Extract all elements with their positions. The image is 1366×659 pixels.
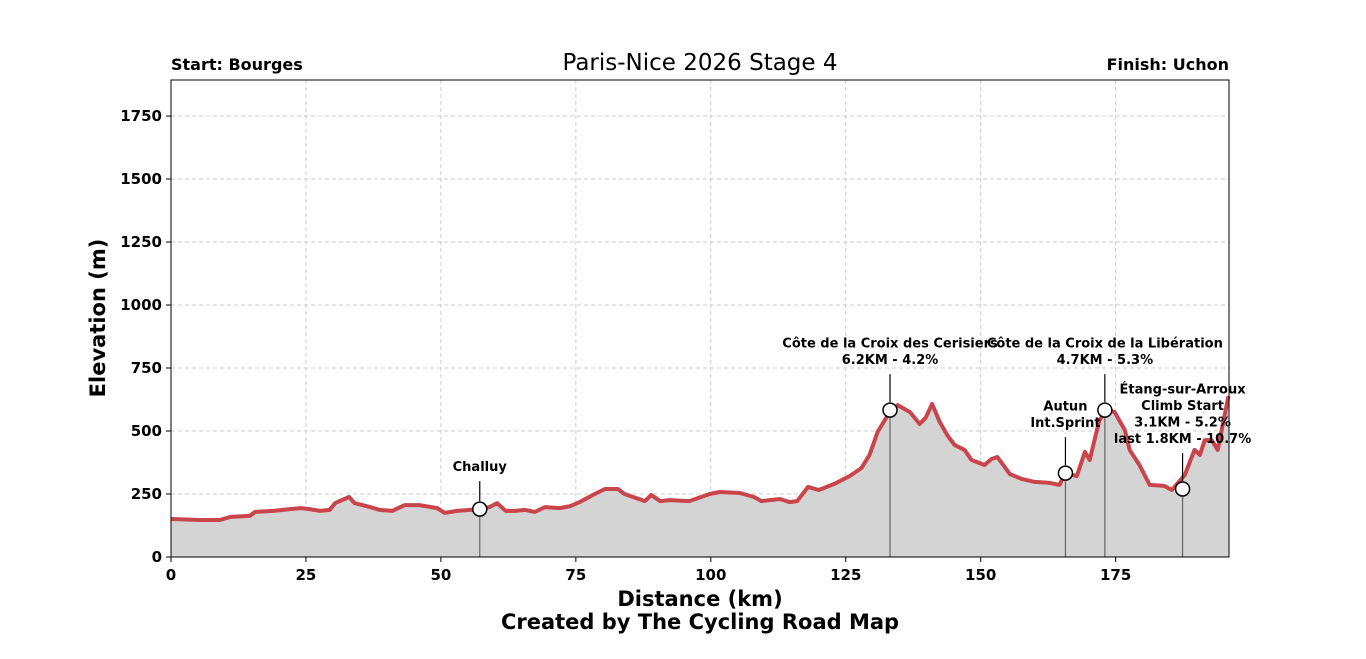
annotation-label: Int.Sprint [1030,416,1100,431]
elevation-fill [171,396,1229,557]
y-tick-label: 750 [131,359,162,377]
credit-label: Created by The Cycling Road Map [501,610,899,634]
x-tick-label: 175 [1100,566,1131,584]
x-tick-label: 125 [830,566,861,584]
annotation-label: Côte de la Croix de la Libération [987,337,1223,352]
grid [171,80,1229,557]
elevation-line [170,395,1231,522]
annotation-label: 3.1KM - 5.2% [1134,415,1231,430]
climb-marker [882,402,898,418]
y-tick-label: 250 [131,485,162,503]
chart-title: Paris-Nice 2026 Stage 4 [562,50,837,76]
y-tick-label: 1750 [120,107,162,125]
climb-marker [1097,402,1113,418]
y-tick-label: 0 [152,548,162,566]
finish-label: Finish: Uchon [1107,55,1229,74]
x-tick-label: 25 [296,566,317,584]
y-tick-label: 1000 [120,296,162,314]
annotation-label: 4.7KM - 5.3% [1057,353,1154,368]
annotation-label: last 1.8KM - 10.7% [1114,432,1251,447]
annotation-label: 6.2KM - 4.2% [842,353,939,368]
axis-ticks: 0 25 50 75 100 125 150 175025050075010001250150… [120,107,1131,584]
annotation-label: Côte de la Croix des Cerisiers [782,337,998,352]
climb-marker [472,501,488,517]
start-label: Start: Bourges [171,55,303,74]
y-tick-label: 500 [131,422,162,440]
x-tick-label: 100 [695,566,726,584]
x-axis-label: Distance (km) [617,587,782,611]
climb-marker [1057,465,1074,481]
x-tick-label: 50 [430,566,451,584]
y-axis-label: Elevation (m) [86,239,110,398]
annotation-label: Étang-sur-Arroux [1120,381,1247,397]
y-tick-label: 1500 [120,170,162,188]
annotation-label: Climb Start [1141,399,1224,414]
x-tick-label: 75 [565,566,586,584]
y-tick-label: 1250 [120,233,162,251]
annotations: Challuy Côte de la Croix des Cerisiers6.2… [453,337,1251,517]
marker-lines [479,410,1184,557]
x-tick-label: 150 [965,566,996,584]
x-tick-label: 0 [166,566,176,584]
plot-frame [170,79,1230,558]
annotation-label: Autun [1043,400,1087,415]
annotation-label: Challuy [453,460,508,475]
climb-marker [1174,481,1191,497]
